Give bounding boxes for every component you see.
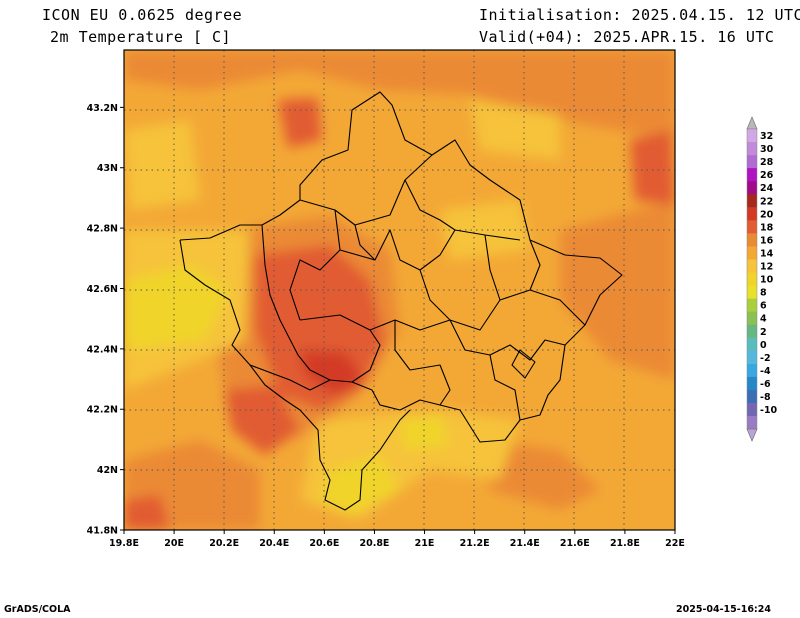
colorbar-label: -4 bbox=[760, 366, 771, 377]
lon-tick-label: 21.6E bbox=[560, 538, 590, 549]
colorbar-label: -10 bbox=[760, 405, 778, 416]
colorbar-swatch bbox=[747, 129, 757, 143]
colorbar-swatch bbox=[747, 259, 757, 273]
colorbar-swatch bbox=[747, 298, 757, 313]
colorbar-label: 0 bbox=[760, 340, 767, 351]
colorbar-swatch bbox=[747, 155, 757, 169]
generation-timestamp: 2025-04-15-16:24 bbox=[676, 604, 771, 615]
colorbar-swatch bbox=[747, 416, 757, 430]
map-frame bbox=[123, 49, 676, 531]
colorbar-swatch bbox=[747, 207, 757, 221]
model-title: ICON EU 0.0625 degree bbox=[42, 6, 243, 24]
colorbar-label: 2 bbox=[760, 327, 767, 338]
lat-tick-label: 43.2N bbox=[87, 103, 118, 114]
initialisation-time: Initialisation: 2025.04.15. 12 UTC bbox=[479, 6, 800, 24]
colorbar-min-arrow bbox=[746, 428, 758, 442]
country-borders bbox=[179, 91, 623, 511]
colorbar-max-arrow bbox=[746, 116, 758, 130]
lon-tick-label: 19.8E bbox=[109, 538, 139, 549]
colorbar-label: 32 bbox=[760, 131, 773, 142]
colorbar-swatch bbox=[747, 194, 757, 208]
colorbar-swatch bbox=[747, 403, 757, 417]
lon-tick-label: 22E bbox=[665, 538, 685, 549]
colorbar-label: 18 bbox=[760, 222, 774, 233]
lon-tick-label: 20.2E bbox=[209, 538, 239, 549]
colorbar-label: 10 bbox=[760, 275, 774, 286]
lon-tick-label: 21.8E bbox=[610, 538, 640, 549]
colorbar-label: 30 bbox=[760, 144, 774, 155]
colorbar-swatch bbox=[747, 337, 757, 352]
colorbar-swatch bbox=[747, 272, 757, 286]
lat-tick-label: 42N bbox=[97, 465, 118, 476]
colorbar-label: -6 bbox=[760, 379, 771, 390]
software-credit: GrADS/COLA bbox=[4, 604, 71, 615]
colorbar-label: 14 bbox=[760, 248, 774, 259]
lat-tick-label: 42.4N bbox=[87, 344, 118, 355]
colorbar-swatch bbox=[747, 285, 757, 300]
colorbar-label: -2 bbox=[760, 353, 771, 364]
colorbar-swatch bbox=[747, 390, 757, 404]
lat-tick-label: 41.8N bbox=[87, 526, 118, 537]
lon-tick-label: 20.6E bbox=[309, 538, 339, 549]
colorbar-swatch bbox=[747, 311, 757, 326]
colorbar-swatch bbox=[747, 324, 757, 339]
colorbar-label: 26 bbox=[760, 170, 774, 181]
colorbar-label: 6 bbox=[760, 301, 767, 312]
field-title: 2m Temperature [ C] bbox=[50, 28, 232, 46]
lon-tick-label: 20E bbox=[164, 538, 184, 549]
colorbar-swatch bbox=[747, 363, 757, 378]
colorbar-swatch bbox=[747, 168, 757, 182]
lon-tick-label: 20.4E bbox=[259, 538, 289, 549]
colorbar-swatch bbox=[747, 233, 757, 247]
colorbar-frame bbox=[746, 128, 758, 430]
colorbar-label: -8 bbox=[760, 392, 771, 403]
colorbar-swatch bbox=[747, 142, 757, 156]
colorbar-label: 24 bbox=[760, 183, 774, 194]
colorbar-swatch bbox=[747, 376, 757, 391]
colorbar-swatch bbox=[747, 181, 757, 195]
lon-tick-label: 21E bbox=[415, 538, 435, 549]
lat-tick-label: 43N bbox=[97, 163, 118, 174]
lat-tick-label: 42.2N bbox=[87, 405, 118, 416]
colorbar-label: 16 bbox=[760, 235, 774, 246]
valid-time: Valid(+04): 2025.APR.15. 16 UTC bbox=[479, 28, 775, 46]
lat-tick-label: 42.6N bbox=[87, 284, 118, 295]
colorbar-swatch bbox=[747, 220, 757, 234]
lat-tick-label: 42.8N bbox=[87, 224, 118, 235]
colorbar-label: 20 bbox=[760, 209, 774, 220]
lon-tick-label: 21.2E bbox=[460, 538, 490, 549]
latitude-axis: 41.8N 42N 42.2N 42.4N 42.6N 42.8N 43N 43.2N bbox=[87, 103, 124, 537]
lon-tick-label: 20.8E bbox=[359, 538, 389, 549]
colorbar-label: 8 bbox=[760, 288, 767, 299]
colorbar-label: 22 bbox=[760, 196, 773, 207]
lon-tick-label: 21.4E bbox=[510, 538, 540, 549]
longitude-axis: 19.8E 20E 20.2E 20.4E 20.6E 20.8E 21E 21.2E 21.4… bbox=[109, 530, 685, 549]
colorbar-label: 12 bbox=[760, 262, 773, 273]
colorbar-swatch bbox=[747, 350, 757, 365]
colorbar-swatch bbox=[747, 246, 757, 260]
colorbar-label: 4 bbox=[760, 314, 767, 325]
colorbar-label: 28 bbox=[760, 157, 774, 168]
